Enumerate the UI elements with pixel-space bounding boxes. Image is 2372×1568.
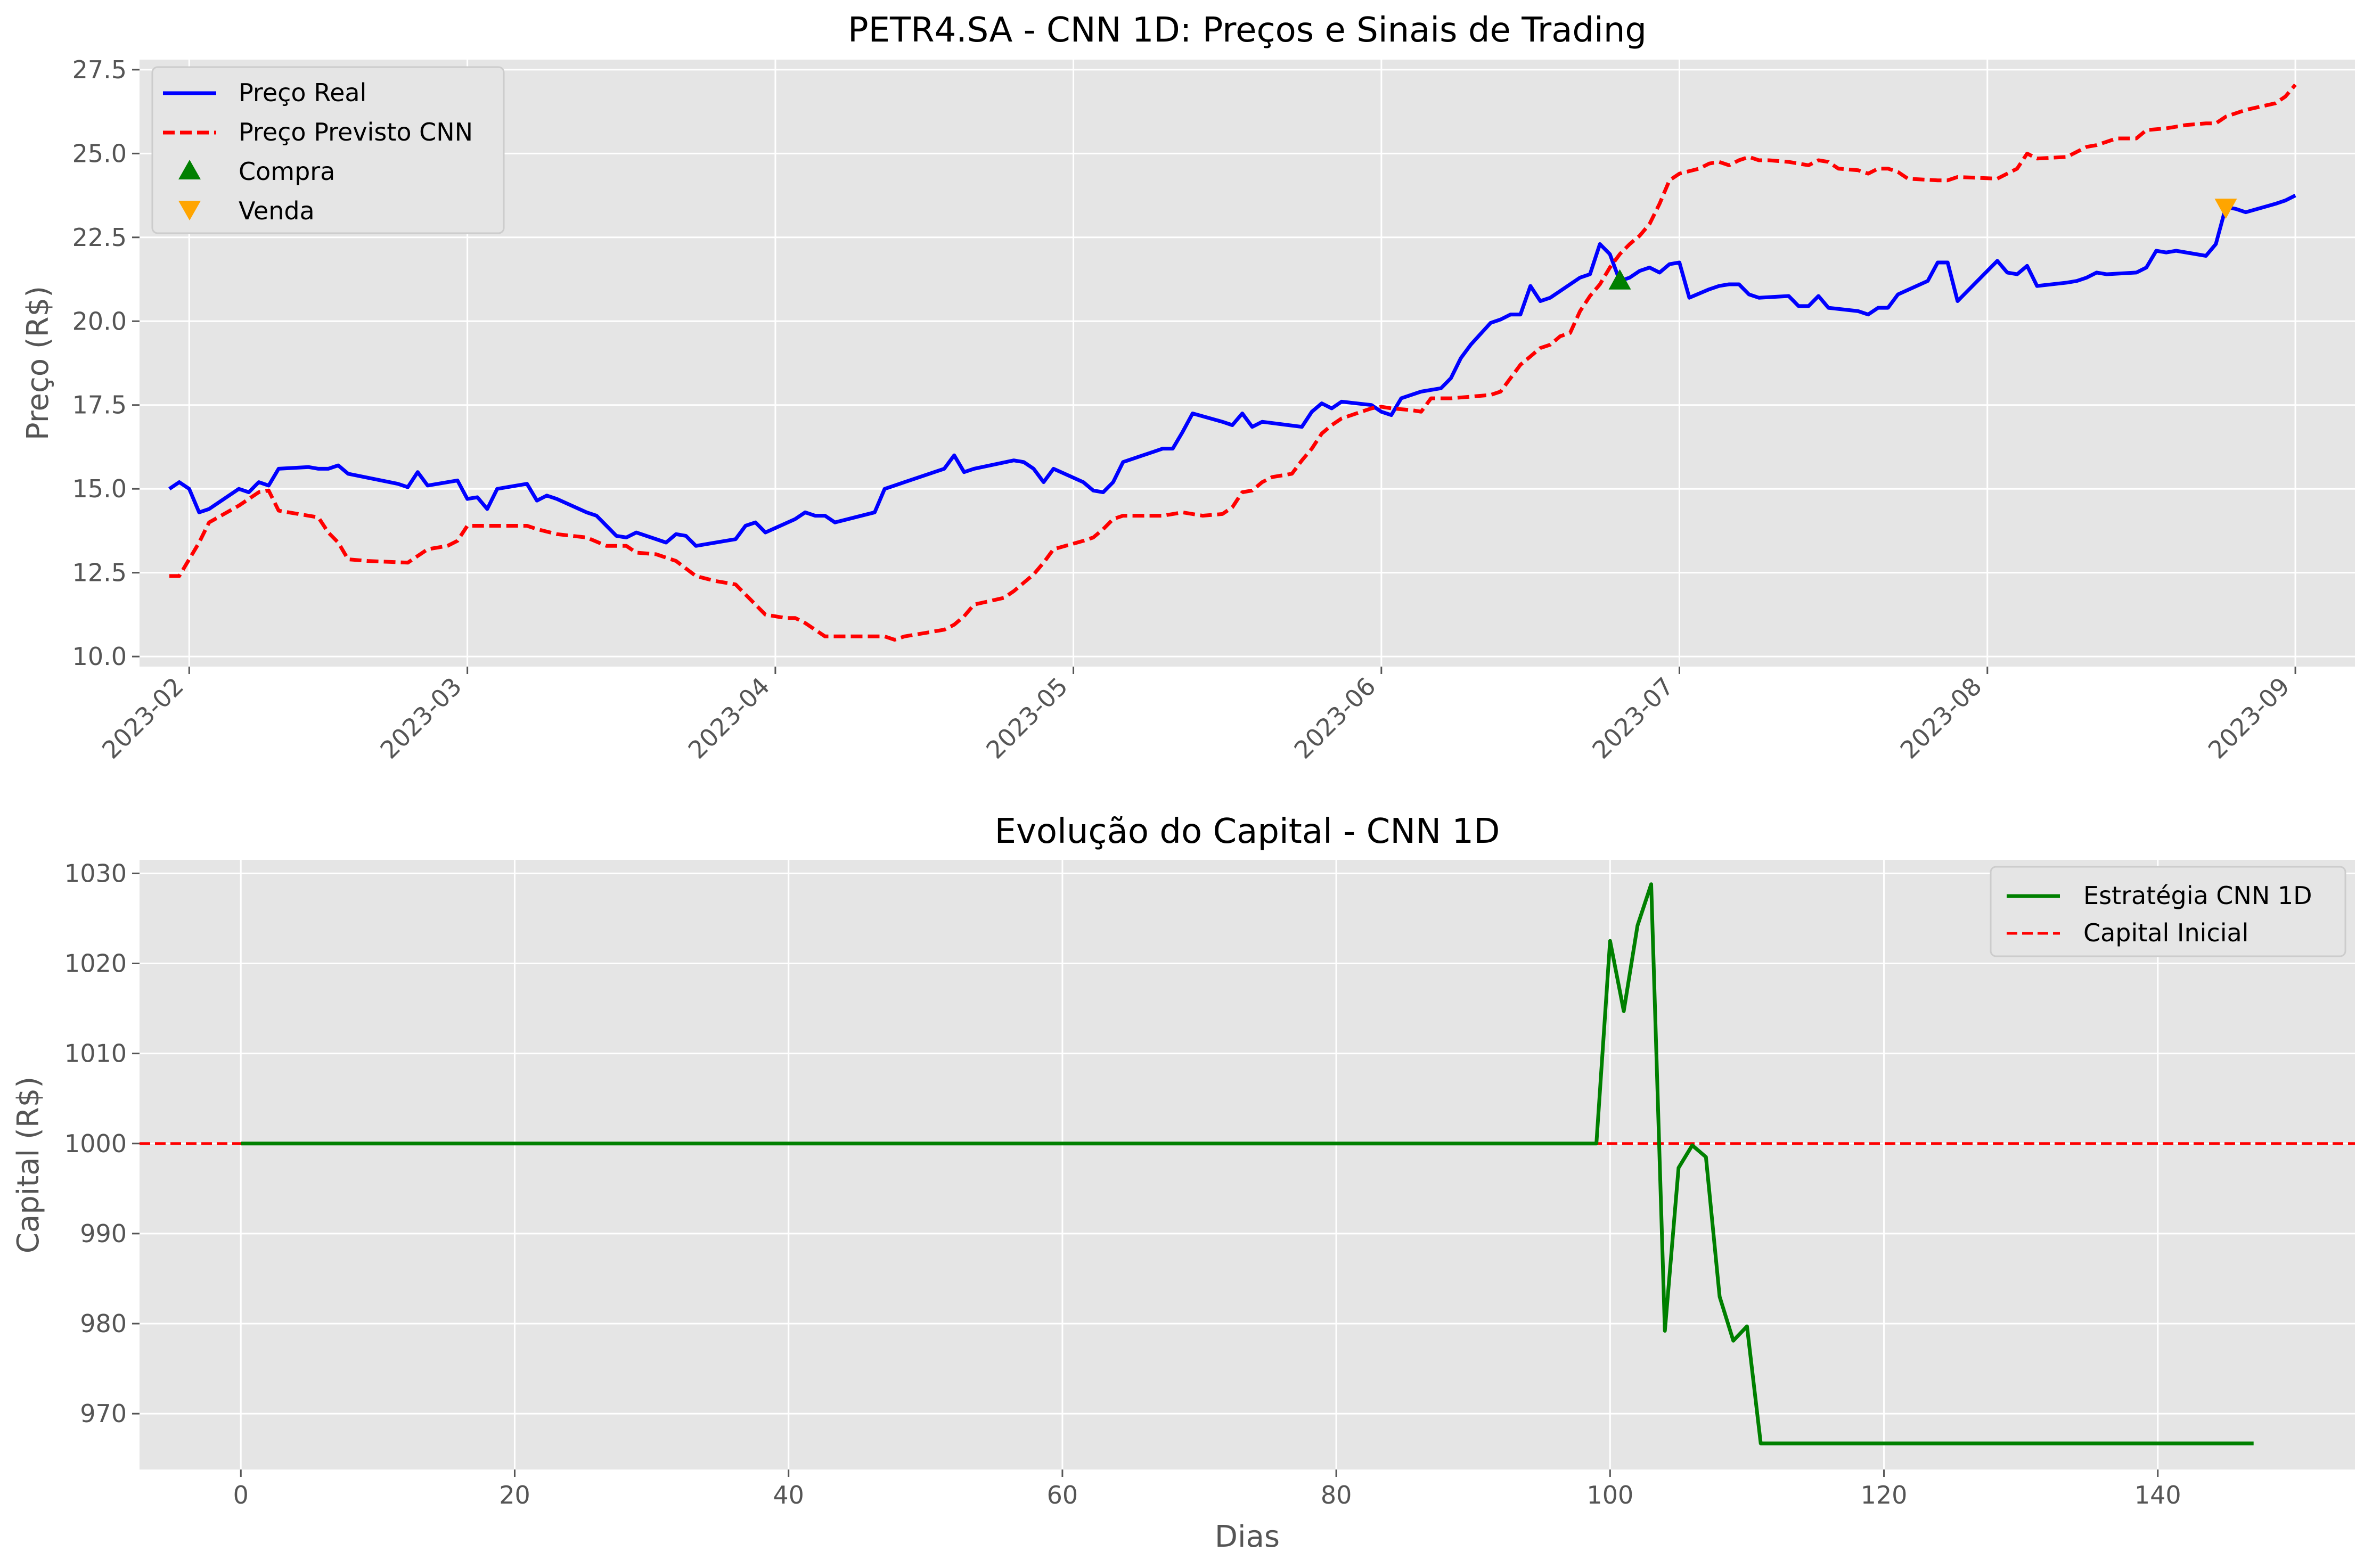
- capital-y-tick-label: 990: [80, 1219, 127, 1248]
- price-y-tick-label: 25.0: [72, 139, 127, 168]
- capital-axis-ticks: 0 20 40 60 80 100 120 140 970 980 990 1000 1010 1020 1…: [64, 859, 2181, 1509]
- capital-legend-box: [1990, 866, 2346, 957]
- capital-y-tick-label: 980: [80, 1309, 127, 1338]
- capital-series-lines: [140, 882, 2355, 1446]
- legend-label-preco-previsto: Preço Previsto CNN: [239, 118, 473, 146]
- capital-x-tick-label: 20: [499, 1481, 530, 1509]
- price-y-tick-label: 17.5: [72, 391, 127, 420]
- series-line-preco-real: [168, 193, 2296, 548]
- capital-x-tick-label: 60: [1047, 1481, 1078, 1509]
- price-y-axis-label: Preço (R$): [21, 286, 55, 440]
- price-y-tick-label: 12.5: [72, 559, 127, 587]
- legend-label-venda: Venda: [239, 196, 315, 225]
- capital-y-tick-label: 1010: [64, 1039, 127, 1068]
- legend-label-preco-real: Preço Real: [239, 78, 366, 107]
- capital-plot-area: [140, 860, 2355, 1470]
- capital-x-axis-label: Dias: [1215, 1520, 1280, 1554]
- capital-x-tick-label: 80: [1321, 1481, 1352, 1509]
- capital-x-tick-label: 120: [1861, 1481, 1908, 1509]
- legend-label-capital-inicial: Capital Inicial: [2083, 918, 2248, 947]
- price-legend: Preço Real Preço Previsto CNN Compra Ven…: [151, 66, 505, 234]
- capital-x-tick-label: 140: [2134, 1481, 2181, 1509]
- price-legend-box: [151, 66, 505, 234]
- price-series-lines: [168, 83, 2297, 642]
- price-y-tick-label: 10.0: [72, 642, 127, 671]
- capital-y-axis-label: Capital (R$): [11, 1077, 46, 1253]
- legend-label-compra: Compra: [239, 157, 335, 186]
- price-y-tick-label: 20.0: [72, 307, 127, 335]
- price-chart: 2023-02 2023-03 2023-04 2023-05 2023-06 2023-…: [21, 11, 2355, 765]
- capital-chart-title: Evolução do Capital - CNN 1D: [995, 812, 1500, 851]
- series-line-preco-previsto: [169, 83, 2297, 642]
- price-plot-area: [140, 60, 2355, 667]
- price-y-tick-label: 22.5: [72, 223, 127, 252]
- capital-x-tick-label: 40: [773, 1481, 804, 1509]
- capital-chart: 0 20 40 60 80 100 120 140 970 980 990 1000 1010 1020 1…: [11, 812, 2355, 1554]
- price-signal-markers: [1608, 199, 2237, 290]
- legend-swatch-venda: [178, 201, 201, 220]
- venda-signal-marker: [2214, 199, 2237, 219]
- compra-signal-marker: [1608, 269, 1631, 290]
- price-gridlines: [140, 60, 2355, 667]
- capital-y-tick-label: 970: [80, 1399, 127, 1428]
- legend-swatch-compra: [178, 160, 201, 179]
- price-y-tick-label: 27.5: [72, 55, 127, 84]
- capital-x-tick-label: 0: [233, 1481, 249, 1509]
- capital-y-tick-label: 1030: [64, 859, 127, 888]
- price-chart-title: PETR4.SA - CNN 1D: Preços e Sinais de Tr…: [848, 11, 1647, 50]
- capital-x-tick-label: 100: [1586, 1481, 1633, 1509]
- capital-legend: Estratégia CNN 1D Capital Inicial: [1990, 866, 2346, 957]
- price-y-tick-label: 15.0: [72, 474, 127, 503]
- legend-label-estrategia: Estratégia CNN 1D: [2083, 881, 2312, 910]
- capital-y-tick-label: 1000: [64, 1129, 127, 1158]
- series-line-estrategia: [241, 882, 2254, 1446]
- capital-y-tick-label: 1020: [64, 949, 127, 978]
